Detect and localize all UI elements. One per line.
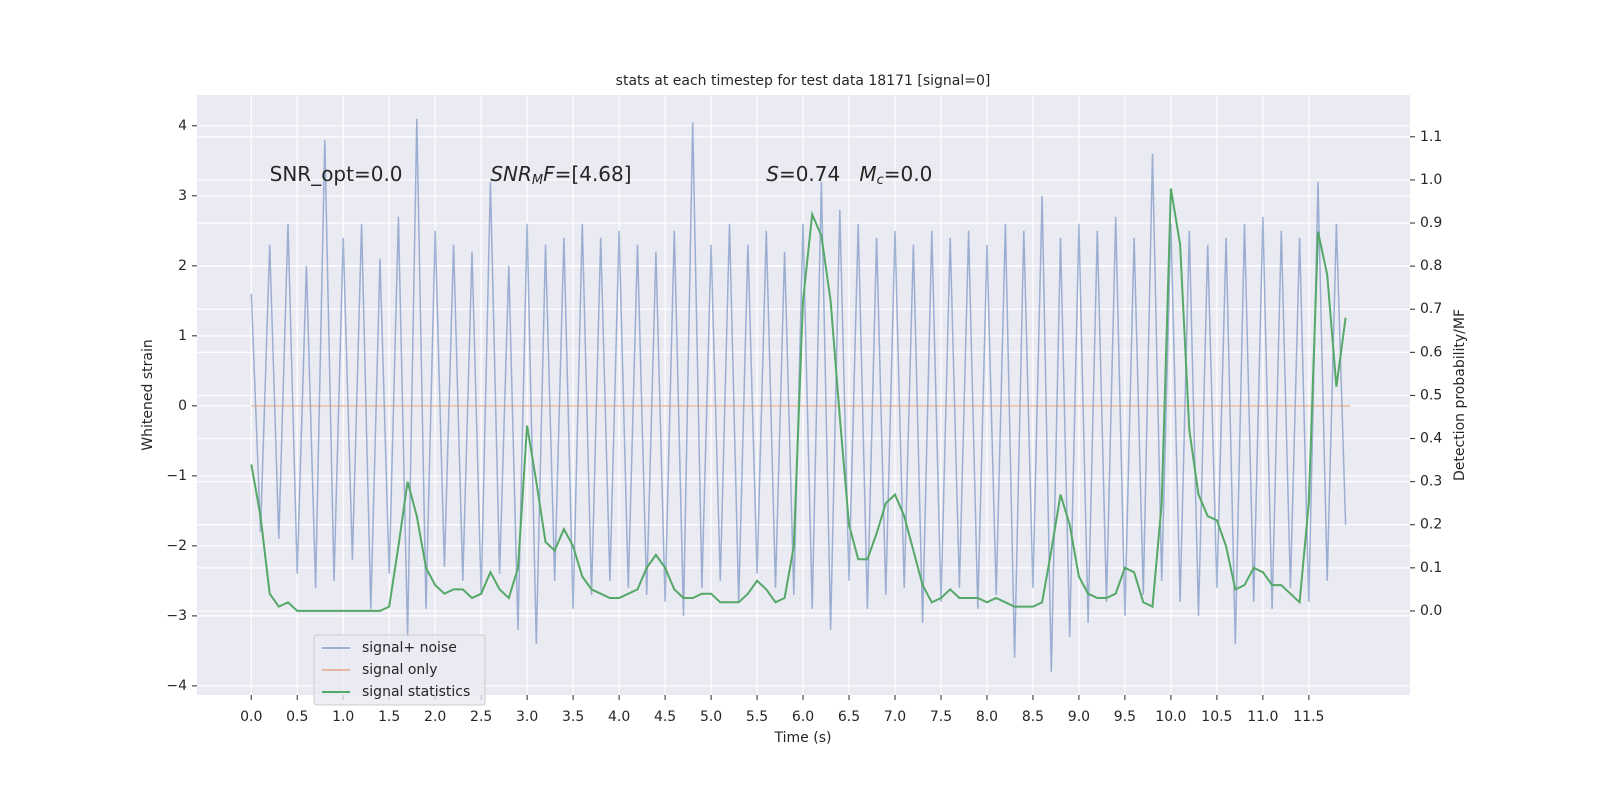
y-tick-label: 3 — [178, 188, 187, 204]
x-tick-label: 1.0 — [332, 709, 354, 725]
y2-tick-label: 0.5 — [1420, 387, 1442, 403]
y2-tick-label: 0.2 — [1420, 517, 1442, 533]
y2-tick-label: 1.1 — [1420, 129, 1442, 145]
annotation: S=0.74 Mc=0.0 — [766, 161, 932, 187]
y-tick-label: −4 — [166, 678, 187, 694]
annotation-part: =[4.68] — [555, 161, 632, 185]
annotation-part: F — [543, 161, 555, 185]
y2-tick-label: 0.4 — [1420, 431, 1442, 447]
x-tick-label: 6.0 — [792, 709, 814, 725]
x-tick-label: 2.0 — [424, 709, 446, 725]
y-tick-label: 4 — [178, 118, 187, 134]
x-tick-label: 6.5 — [838, 709, 860, 725]
y2-tick-label: 0.0 — [1420, 603, 1442, 619]
x-tick-label: 5.5 — [746, 709, 768, 725]
legend — [313, 634, 486, 706]
x-tick-label: 2.5 — [470, 709, 492, 725]
x-tick-label: 7.5 — [930, 709, 952, 725]
legend-label: signal+ noise — [362, 640, 457, 656]
y-tick-label: −3 — [166, 608, 187, 624]
x-tick-label: 10.5 — [1201, 709, 1232, 725]
annotation-part: =0.74 — [779, 161, 859, 185]
annotation-part: SNR_opt=0.0 — [270, 161, 403, 185]
x-tick-label: 7.0 — [884, 709, 906, 725]
x-tick-label: 8.0 — [976, 709, 998, 725]
series-line — [250, 188, 1347, 612]
x-tick-label: 10.0 — [1155, 709, 1186, 725]
annotation-part: M — [859, 161, 876, 185]
annotation: SNRMF=[4.68] — [490, 161, 631, 187]
x-tick-label: 3.5 — [562, 709, 584, 725]
x-tick-label: 9.5 — [1114, 709, 1136, 725]
x-tick-label: 3.0 — [516, 709, 538, 725]
x-tick-label: 1.5 — [378, 709, 400, 725]
x-tick-label: 4.5 — [654, 709, 676, 725]
x-tick-label: 0.5 — [286, 709, 308, 725]
y2-tick-label: 0.6 — [1420, 344, 1442, 360]
x-tick-label: 5.0 — [700, 709, 722, 725]
y-tick-label: −1 — [166, 468, 187, 484]
legend-label: signal only — [362, 662, 437, 678]
annotation-part: S — [766, 161, 779, 185]
annotation-part: M — [532, 172, 543, 187]
y2-axis-label: Detection probability/MF — [1452, 309, 1468, 481]
annotation: SNR_opt=0.0 — [270, 161, 403, 185]
y-tick-label: 0 — [178, 398, 187, 414]
x-tick-label: 11.5 — [1293, 709, 1324, 725]
x-tick-label: 8.5 — [1022, 709, 1044, 725]
y2-tick-label: 0.3 — [1420, 474, 1442, 490]
y-tick-label: −2 — [166, 538, 187, 554]
y2-tick-label: 0.8 — [1420, 258, 1442, 274]
chart-title: stats at each timestep for test data 181… — [616, 73, 991, 89]
x-tick-label: 4.0 — [608, 709, 630, 725]
x-tick-label: 9.0 — [1068, 709, 1090, 725]
y-axis-label: Whitened strain — [140, 339, 156, 450]
annotation-part: =0.0 — [884, 161, 933, 185]
y2-tick-label: 0.7 — [1420, 301, 1442, 317]
x-axis-label: Time (s) — [774, 730, 832, 746]
y2-tick-label: 0.1 — [1420, 560, 1442, 576]
x-tick-label: 0.0 — [240, 709, 262, 725]
x-tick-label: 11.0 — [1247, 709, 1278, 725]
y-tick-label: 2 — [178, 258, 187, 274]
annotation-part: SNR — [490, 161, 532, 185]
legend-label: signal statistics — [362, 684, 470, 700]
y-tick-label: 1 — [178, 328, 187, 344]
y2-tick-label: 1.0 — [1420, 172, 1442, 188]
annotation-part: c — [877, 172, 884, 187]
y2-tick-label: 0.9 — [1420, 215, 1442, 231]
